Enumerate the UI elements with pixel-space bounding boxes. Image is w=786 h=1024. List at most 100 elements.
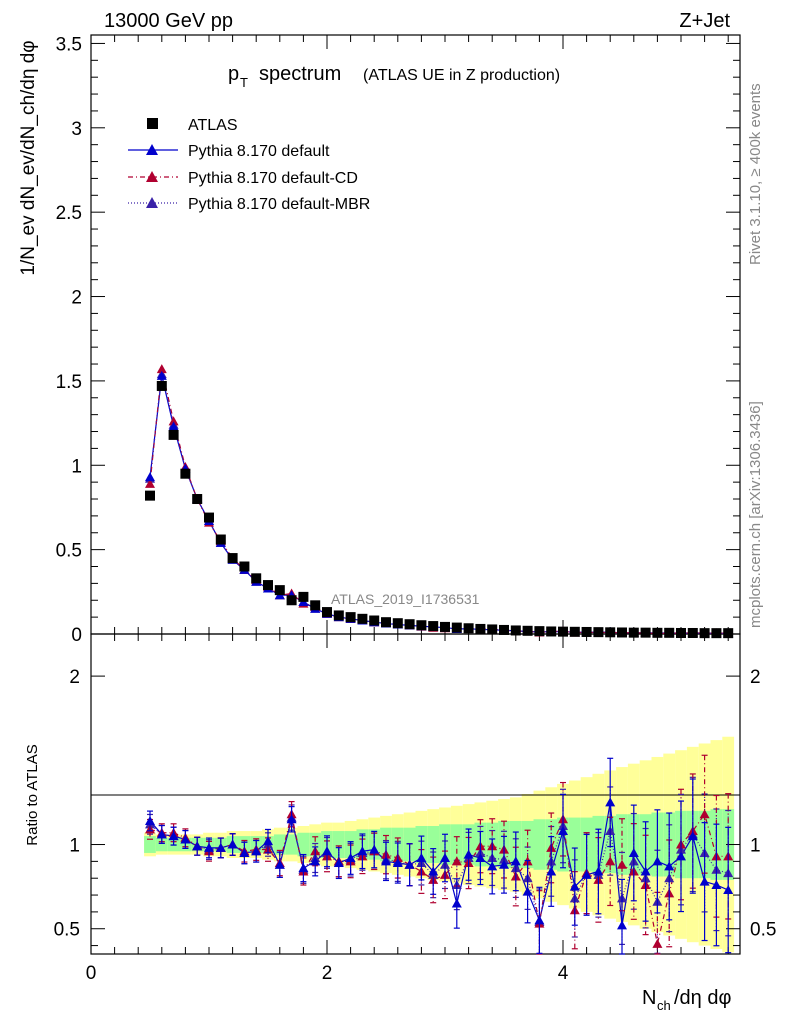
- ratio-point-0: [215, 842, 226, 852]
- ratio-point-0: [263, 836, 273, 846]
- ratio-point-0: [451, 898, 462, 908]
- ratio-point-0: [345, 853, 356, 862]
- title-paren: (ATLAS UE in Z production): [363, 67, 560, 84]
- ratio-point-0: [510, 856, 521, 866]
- y-tick-label-main: 3: [71, 119, 82, 140]
- main-point-atlas: [369, 615, 380, 626]
- legend-marker-cd: [146, 171, 158, 182]
- y-tick-label-ratio: 0.5: [54, 920, 80, 941]
- ratio-point-0: [546, 866, 557, 876]
- main-point-atlas: [640, 627, 651, 638]
- main-point-atlas: [440, 621, 450, 632]
- main-point-atlas: [617, 627, 627, 638]
- ratio-band-green: [155, 837, 168, 852]
- ratio-point-0: [652, 856, 663, 866]
- ratio-point-0: [239, 847, 250, 857]
- ratio-point-0: [251, 846, 262, 856]
- ratio-band-green: [285, 834, 298, 855]
- main-point-atlas: [286, 595, 297, 606]
- main-point-atlas: [475, 623, 486, 634]
- y-tick-label-ratio-right: 0.5: [750, 920, 776, 941]
- ratio-point-1: [699, 809, 710, 819]
- main-point-atlas: [310, 600, 321, 611]
- analysis-watermark: ATLAS_2019_I1736531: [331, 591, 480, 607]
- x-axis-label-main: N: [642, 987, 656, 1009]
- main-point-atlas: [605, 627, 616, 638]
- main-point-atlas: [345, 612, 356, 623]
- y-tick-label-main: 0: [71, 625, 82, 646]
- ratio-point-0: [227, 839, 238, 849]
- main-point-2: [145, 478, 155, 488]
- y-tick-label-main: 1.5: [56, 372, 82, 393]
- ratio-point-0: [322, 846, 332, 856]
- main-point-atlas: [628, 627, 639, 638]
- ratio-point-0: [392, 858, 403, 868]
- ratio-point-0: [274, 859, 285, 869]
- main-point-atlas: [522, 625, 533, 636]
- legend-label-mbr: Pythia 8.170 default-MBR: [188, 196, 370, 213]
- main-point-atlas: [510, 625, 521, 636]
- title-subscript: T: [240, 75, 248, 90]
- ratio-series-group: [145, 754, 734, 955]
- y-tick-label-ratio: 1: [69, 836, 80, 857]
- main-point-atlas: [156, 380, 167, 391]
- ratio-plot-frame: [90, 633, 741, 955]
- main-point-2: [156, 364, 167, 374]
- ratio-point-0: [333, 858, 344, 868]
- ratio-point-0: [628, 847, 639, 857]
- ratio-point-0: [145, 815, 155, 825]
- ratio-point-0: [499, 859, 509, 869]
- main-point-atlas: [723, 628, 734, 639]
- main-series-group: [145, 364, 734, 639]
- ratio-band-green: [273, 834, 286, 855]
- main-point-atlas: [487, 624, 498, 635]
- main-point-atlas: [180, 468, 191, 479]
- x-axis-label-rest: /dη dφ: [674, 987, 731, 1009]
- ratio-point-0: [617, 920, 627, 930]
- main-point-atlas: [676, 627, 686, 638]
- ratio-line-2: [149, 817, 729, 923]
- ratio-point-0: [168, 831, 179, 841]
- main-point-atlas: [274, 585, 285, 596]
- main-point-atlas: [204, 512, 214, 523]
- legend-marker-atlas: [147, 118, 158, 129]
- main-point-atlas: [451, 622, 462, 633]
- main-point-atlas: [239, 561, 250, 572]
- main-point-atlas: [168, 429, 179, 440]
- ratio-point-0: [522, 886, 533, 896]
- y-tick-label-main: 1: [71, 456, 82, 477]
- main-point-atlas: [357, 613, 368, 624]
- ratio-band-green: [533, 819, 546, 870]
- main-point-atlas: [145, 490, 155, 501]
- ratio-point-0: [605, 797, 616, 807]
- y-tick-label-ratio-right: 2: [750, 667, 761, 688]
- ratio-point-0: [640, 866, 651, 876]
- legend-label-atlas: ATLAS: [188, 117, 238, 134]
- main-point-atlas: [298, 591, 309, 602]
- ratio-point-0: [440, 853, 450, 862]
- main-y-axis-label: 1/N_ev dN_ev/dN_ch/dη dφ: [18, 40, 39, 275]
- ratio-point-0: [593, 866, 604, 876]
- main-point-atlas: [652, 627, 663, 638]
- rivet-label: Rivet 3.1.10, ≥ 400k events: [747, 83, 764, 265]
- main-point-atlas: [215, 534, 226, 545]
- collision-label: 13000 GeV pp: [104, 10, 233, 32]
- main-point-atlas: [711, 628, 722, 639]
- title-word: spectrum: [259, 63, 341, 85]
- main-point-atlas: [687, 627, 698, 638]
- ratio-point-0: [558, 826, 568, 836]
- main-point-atlas: [227, 553, 238, 564]
- ratio-point-0: [192, 841, 203, 851]
- ratio-point-1: [652, 938, 663, 948]
- x-axis-label-sub: ch: [657, 998, 671, 1013]
- ratio-point-0: [664, 861, 675, 871]
- main-point-atlas: [192, 494, 203, 505]
- process-label: Z+Jet: [679, 10, 730, 32]
- main-point-atlas: [263, 580, 273, 591]
- main-point-atlas: [404, 619, 415, 630]
- ratio-band-green: [332, 831, 345, 858]
- ratio-point-0: [676, 851, 686, 861]
- ratio-band-green: [427, 826, 440, 864]
- ratio-point-0: [534, 915, 545, 925]
